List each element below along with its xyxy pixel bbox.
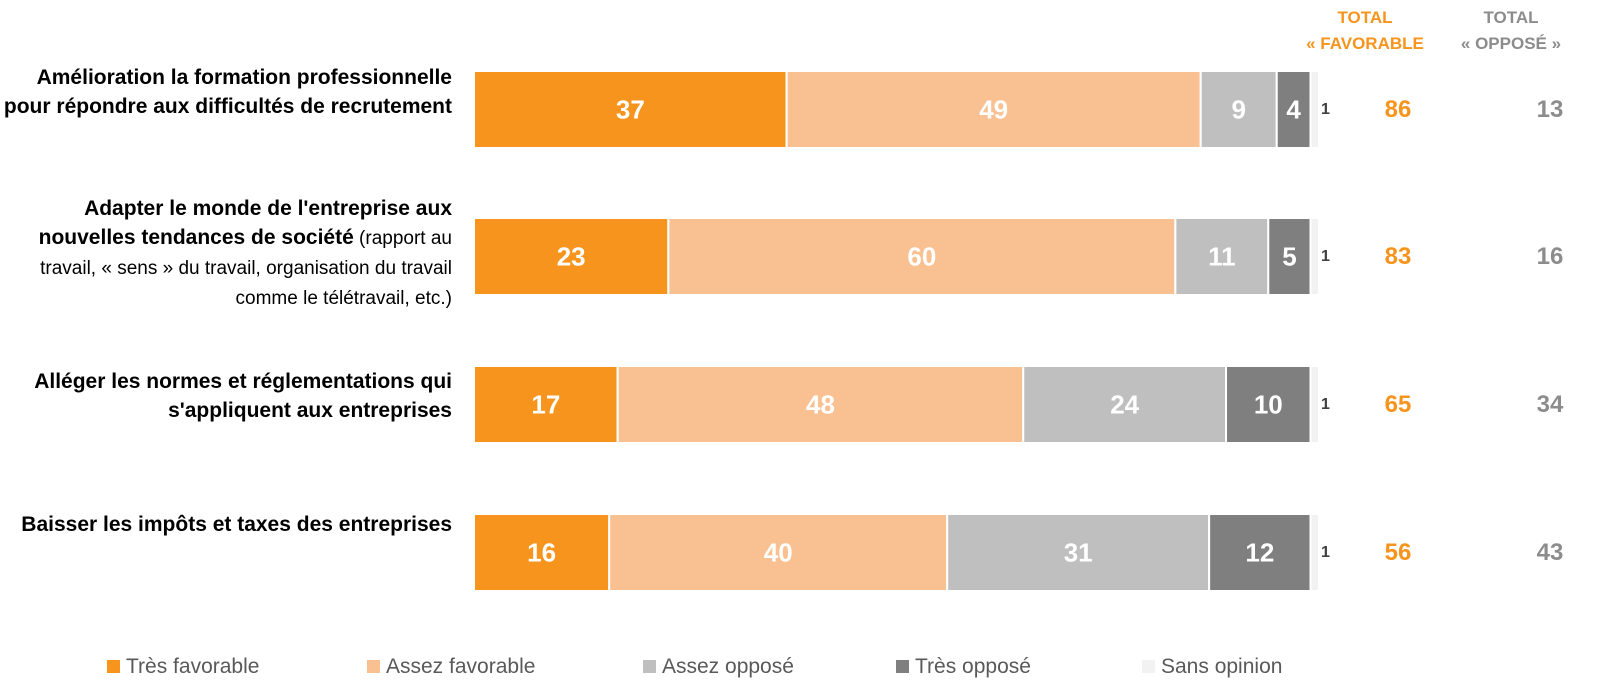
bar-label-tres-oppose-2: 10 bbox=[1254, 390, 1283, 420]
bar-label-sans-opinion-3: 1 bbox=[1321, 544, 1330, 561]
bar-label-sans-opinion-1: 1 bbox=[1321, 248, 1330, 265]
bar-label-tres-favorable-1: 23 bbox=[557, 242, 586, 272]
bar-assez-favorable-1 bbox=[667, 217, 1177, 296]
bar-label-tres-favorable-2: 17 bbox=[531, 390, 560, 420]
legend-label-assez-favorable: Assez favorable bbox=[386, 655, 535, 678]
header-favorable-line1: TOTAL bbox=[1337, 8, 1393, 27]
legend-swatch-tres-favorable bbox=[107, 660, 120, 673]
category-label-3-bold: Baisser les impôts et taxes des entrepri… bbox=[21, 513, 452, 536]
total-oppose-0: 13 bbox=[1537, 96, 1564, 123]
total-favorable-2: 65 bbox=[1385, 391, 1412, 418]
bar-tres-oppose-1 bbox=[1267, 217, 1312, 296]
category-label-0: Amélioration la formation professionnell… bbox=[0, 63, 452, 122]
header-total-oppose: TOTAL « OPPOSÉ » bbox=[1431, 5, 1591, 57]
total-favorable-3: 56 bbox=[1385, 539, 1412, 566]
header-oppose-line1: TOTAL bbox=[1483, 8, 1539, 27]
legend-label-assez-oppose: Assez opposé bbox=[662, 655, 794, 678]
bar-tres-favorable-3 bbox=[473, 513, 611, 592]
bar-label-assez-favorable-2: 48 bbox=[806, 390, 835, 420]
bar-sans-opinion-2 bbox=[1309, 365, 1321, 444]
legend-label-tres-oppose: Très opposé bbox=[915, 655, 1031, 678]
bar-tres-oppose-0 bbox=[1275, 70, 1312, 149]
total-oppose-3: 43 bbox=[1537, 539, 1564, 566]
category-label-1-rest: (rapport au travail, « sens » du travail… bbox=[40, 228, 452, 309]
header-favorable-line2: « FAVORABLE bbox=[1306, 34, 1424, 53]
bar-label-assez-favorable-1: 60 bbox=[907, 242, 936, 272]
bar-tres-favorable-0 bbox=[473, 70, 788, 149]
bar-label-sans-opinion-2: 1 bbox=[1321, 396, 1330, 413]
legend-swatch-assez-oppose bbox=[643, 660, 656, 673]
bar-label-assez-oppose-2: 24 bbox=[1110, 390, 1139, 420]
bar-label-assez-favorable-0: 49 bbox=[979, 95, 1008, 125]
category-label-2: Alléger les normes et réglementations qu… bbox=[0, 367, 452, 426]
bar-sans-opinion-1 bbox=[1309, 217, 1321, 296]
bar-label-sans-opinion-0: 1 bbox=[1321, 101, 1330, 118]
bar-sans-opinion-0 bbox=[1309, 70, 1321, 149]
total-oppose-2: 34 bbox=[1537, 391, 1564, 418]
bar-sans-opinion-3 bbox=[1309, 513, 1321, 592]
bar-label-assez-oppose-3: 31 bbox=[1064, 538, 1093, 568]
header-oppose-line2: « OPPOSÉ » bbox=[1460, 34, 1562, 53]
category-label-1-bold: Adapter le monde de l'entreprise aux nou… bbox=[38, 197, 452, 249]
bar-tres-favorable-2 bbox=[473, 365, 619, 444]
legend-swatch-sans-opinion bbox=[1142, 660, 1155, 673]
total-oppose-1: 16 bbox=[1537, 243, 1564, 270]
bar-assez-favorable-3 bbox=[608, 513, 949, 592]
category-label-2-bold: Alléger les normes et réglementations qu… bbox=[34, 370, 452, 422]
bar-assez-favorable-2 bbox=[616, 365, 1025, 444]
category-label-0-bold: Amélioration la formation professionnell… bbox=[3, 66, 452, 118]
bar-label-assez-oppose-0: 9 bbox=[1231, 95, 1245, 125]
bar-label-tres-favorable-0: 37 bbox=[616, 95, 645, 125]
legend-label-sans-opinion: Sans opinion bbox=[1161, 655, 1282, 678]
bar-label-assez-oppose-1: 11 bbox=[1208, 242, 1236, 272]
bar-assez-favorable-0 bbox=[785, 70, 1202, 149]
bar-label-tres-favorable-3: 16 bbox=[527, 538, 556, 568]
bar-label-tres-oppose-1: 5 bbox=[1282, 242, 1296, 272]
bar-tres-favorable-1 bbox=[473, 217, 670, 296]
total-favorable-0: 86 bbox=[1385, 96, 1412, 123]
bar-assez-oppose-1 bbox=[1174, 217, 1270, 296]
bar-label-assez-favorable-3: 40 bbox=[764, 538, 793, 568]
total-favorable-1: 83 bbox=[1385, 243, 1412, 270]
legend-label-tres-favorable: Très favorable bbox=[126, 655, 259, 678]
bar-label-tres-oppose-0: 4 bbox=[1286, 95, 1301, 125]
category-label-1: Adapter le monde de l'entreprise aux nou… bbox=[0, 194, 452, 313]
legend-swatch-assez-favorable bbox=[367, 660, 380, 673]
category-label-3: Baisser les impôts et taxes des entrepri… bbox=[0, 510, 452, 540]
legend-swatch-tres-oppose bbox=[896, 660, 909, 673]
bar-assez-oppose-0 bbox=[1199, 70, 1278, 149]
header-total-favorable: TOTAL « FAVORABLE bbox=[1285, 5, 1445, 57]
bar-label-tres-oppose-3: 12 bbox=[1245, 538, 1274, 568]
